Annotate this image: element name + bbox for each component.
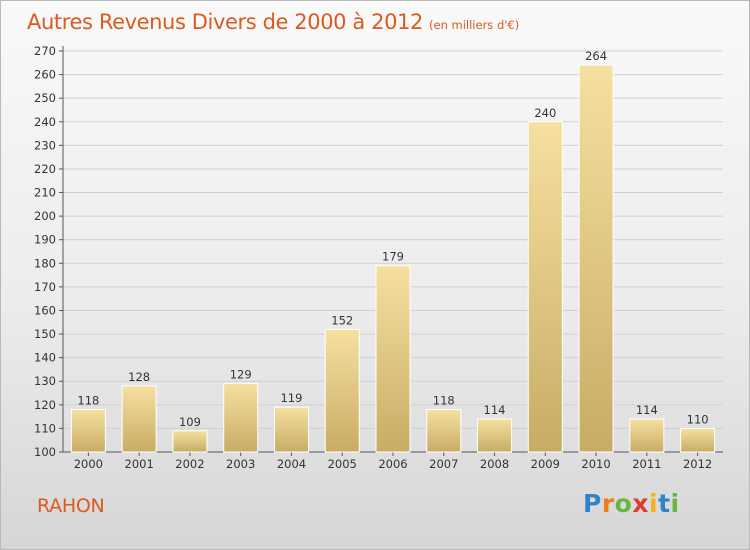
- logo-letter: i: [649, 489, 659, 518]
- logo-letter: x: [632, 489, 649, 518]
- y-tick-label: 140: [34, 351, 56, 365]
- data-label: 240: [534, 106, 556, 120]
- bar-2008: [477, 418, 513, 453]
- bar-2001: [121, 385, 157, 453]
- x-tick-label: 2012: [683, 457, 712, 471]
- bar-2007: [426, 409, 462, 453]
- y-tick-label: 230: [34, 138, 56, 152]
- data-label: 152: [331, 313, 353, 327]
- logo-letter: t: [658, 489, 671, 518]
- y-tick-label: 200: [34, 209, 56, 223]
- data-label: 118: [433, 394, 455, 408]
- y-tick-label: 190: [34, 233, 56, 247]
- y-tick-label: 160: [34, 303, 56, 317]
- x-tick-label: 2010: [581, 457, 610, 471]
- data-label: 118: [77, 394, 99, 408]
- y-tick-label: 210: [34, 186, 56, 200]
- y-tick-label: 100: [34, 445, 56, 459]
- logo-letter: i: [670, 489, 680, 518]
- chart-title: Autres Revenus Divers de 2000 à 2012 (en …: [27, 10, 519, 34]
- y-tick-label: 260: [34, 68, 56, 82]
- data-label: 129: [230, 368, 252, 382]
- y-tick-label: 180: [34, 256, 56, 270]
- y-tick-label: 170: [34, 280, 56, 294]
- data-label: 179: [382, 250, 404, 264]
- x-tick-label: 2003: [226, 457, 255, 471]
- data-label: 110: [687, 412, 709, 426]
- y-tick-label: 130: [34, 374, 56, 388]
- bar-2004: [273, 406, 309, 453]
- x-tick-label: 2008: [480, 457, 509, 471]
- x-tick-label: 2011: [632, 457, 661, 471]
- data-label: 119: [280, 391, 302, 405]
- proxiti-logo[interactable]: Proxiti: [583, 489, 680, 518]
- y-tick-label: 110: [34, 421, 56, 435]
- bar-2002: [172, 430, 208, 453]
- bar-2010: [578, 64, 614, 453]
- x-tick-label: 2009: [531, 457, 560, 471]
- x-tick-label: 2001: [125, 457, 154, 471]
- y-tick-label: 240: [34, 115, 56, 129]
- data-label: 109: [179, 415, 201, 429]
- x-tick-label: 2005: [328, 457, 357, 471]
- y-tick-label: 150: [34, 327, 56, 341]
- y-tick-label: 220: [34, 162, 56, 176]
- logo-letter: o: [614, 489, 633, 518]
- bar-2011: [629, 418, 665, 453]
- logo-letter: P: [583, 489, 602, 518]
- data-labels: 118 128 109 129 119 152 179 118 114 240 264 114 110: [77, 49, 708, 429]
- bar-2006: [375, 265, 411, 453]
- x-tick-label: 2002: [175, 457, 204, 471]
- data-label: 114: [484, 403, 506, 417]
- data-label: 128: [128, 370, 150, 384]
- bar-2005: [324, 328, 360, 453]
- bar-2003: [223, 383, 259, 453]
- bars: [70, 64, 716, 453]
- x-tick-label: 2000: [74, 457, 103, 471]
- x-tick-label: 2007: [429, 457, 458, 471]
- x-tick-label: 2006: [378, 457, 407, 471]
- y-tick-label: 270: [34, 44, 56, 58]
- bar-2000: [70, 409, 106, 453]
- bar-2009: [527, 121, 563, 453]
- chart-title-text: Autres Revenus Divers de 2000 à 2012: [27, 10, 424, 34]
- data-label: 114: [636, 403, 658, 417]
- logo-letter: r: [601, 489, 615, 518]
- y-tick-label: 250: [34, 91, 56, 105]
- x-tick-label: 2004: [277, 457, 306, 471]
- y-tick-label: 120: [34, 398, 56, 412]
- bar-2012: [680, 427, 716, 453]
- place-name: RAHON: [37, 495, 105, 517]
- data-label: 264: [585, 49, 607, 63]
- chart-unit: (en milliers d'€): [429, 18, 520, 32]
